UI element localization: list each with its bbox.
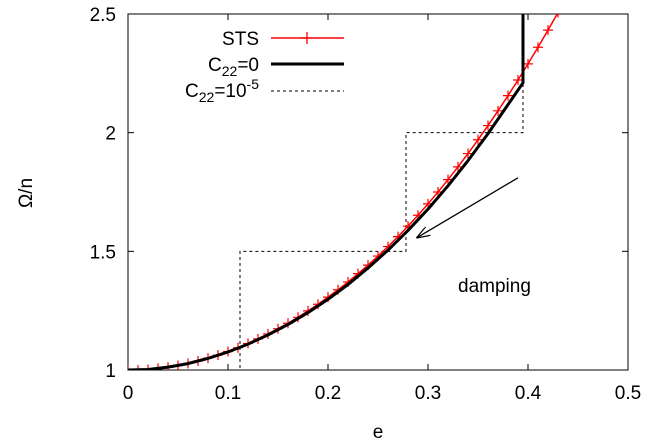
series-sts-line [128, 14, 559, 370]
plot-frame [127, 13, 629, 371]
x-tick-label: 0.4 [515, 383, 542, 404]
legend-entry-c1e5: C22=10-5 [185, 76, 344, 105]
axis-tick-labels: 0 0.1 0.2 0.3 0.4 0.5 1 1.5 2 2.5 [90, 5, 642, 404]
y-tick-label: 2.5 [90, 5, 116, 26]
series-layer [128, 14, 559, 370]
legend-label-c1e5: C22=10-5 [185, 76, 259, 105]
x-tick-label: 0.5 [615, 383, 641, 404]
series-sts-point [463, 148, 473, 159]
legend-label-sts: STS [222, 29, 259, 50]
series-sts-point [533, 42, 543, 53]
legend: STS C22=0 C22=10-5 [185, 29, 344, 105]
x-tick-label: 0.2 [315, 383, 341, 404]
y-tick-label: 2 [105, 124, 116, 145]
series-sts-point [513, 74, 523, 85]
x-axis-label: e [373, 422, 384, 443]
series-c0-line [128, 14, 525, 370]
series-sts-point [523, 58, 533, 69]
legend-entry-c0: C22=0 [208, 55, 344, 79]
series-sts-point [543, 25, 553, 36]
y-tick-label: 1.5 [90, 242, 116, 263]
series-c1e5-line [128, 14, 524, 370]
y-axis-label: Ω/n [16, 178, 37, 208]
axis-ticks [127, 13, 629, 371]
series-sts-point [133, 365, 143, 370]
series-sts-point [503, 90, 513, 101]
x-tick-label: 0.1 [215, 383, 241, 404]
legend-label-c0: C22=0 [208, 55, 259, 79]
series-sts-point [473, 134, 483, 145]
damping-arrow [418, 177, 519, 237]
series-sts-point [493, 105, 503, 116]
series-sts-point [557, 14, 559, 18]
damping-label: damping [458, 276, 531, 297]
x-tick-label: 0 [123, 383, 134, 404]
legend-marker-sts [301, 32, 313, 44]
series-sts-point [483, 120, 493, 131]
x-tick-label: 0.3 [415, 383, 441, 404]
legend-entry-sts: STS [222, 29, 344, 50]
y-tick-label: 1 [105, 361, 116, 382]
